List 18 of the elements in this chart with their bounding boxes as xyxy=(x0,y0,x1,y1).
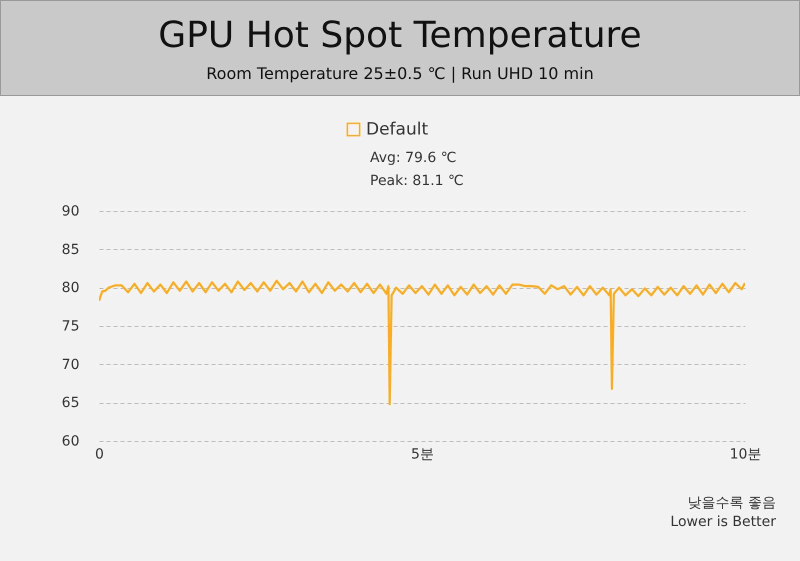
text: 낮을수록 좋음 xyxy=(688,495,776,511)
text: Lower is Better xyxy=(670,514,776,530)
chart-title: GPU Hot Spot Temperature xyxy=(157,15,643,56)
text: Peak: 81.1 ℃ xyxy=(370,173,464,189)
y-tick-label: 90 xyxy=(62,204,80,220)
chart-subtitle: Room Temperature 25±0.5 ℃ | Run UHD 10 min xyxy=(205,64,595,83)
line-series xyxy=(99,280,745,406)
y-tick-label: 75 xyxy=(62,318,80,334)
y-tick-label: 70 xyxy=(62,356,80,373)
x-tick-label: 10분 xyxy=(730,446,762,462)
y-tick-label: 80 xyxy=(62,280,80,296)
legend-label: Default xyxy=(366,120,428,140)
text: Avg: 79.6 ℃ xyxy=(370,150,456,166)
x-tick-label: 0 xyxy=(95,446,104,462)
x-tick-label: 5분 xyxy=(411,446,434,462)
y-tick-label: 65 xyxy=(62,395,80,412)
y-tick-label: 60 xyxy=(62,434,80,450)
y-tick-label: 85 xyxy=(62,242,80,258)
